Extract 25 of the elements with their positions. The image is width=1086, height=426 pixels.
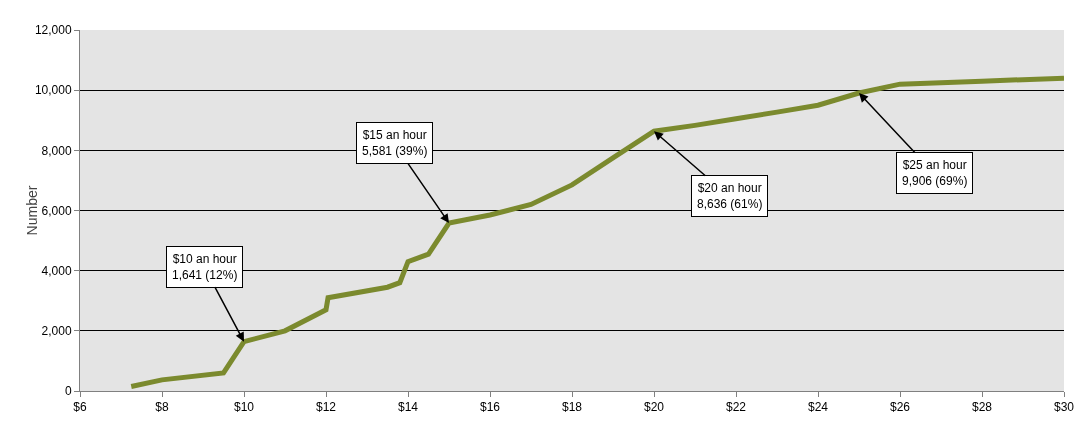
x-tick-label: $24: [807, 400, 829, 415]
x-tick-label: $12: [315, 400, 337, 415]
y-tick-label: 10,000: [34, 83, 72, 98]
x-tick-label: $16: [479, 400, 501, 415]
y-tick-label: 2,000: [41, 324, 72, 339]
x-tick-label: $14: [397, 400, 419, 415]
annotation: $15 an hour 5,581 (39%): [362, 128, 428, 158]
y-tick-label: 6,000: [41, 203, 72, 218]
x-tick-label: $28: [971, 400, 993, 415]
x-tick-label: $6: [73, 400, 87, 415]
x-tick-label: $10: [233, 400, 255, 415]
x-tick-label: $30: [1053, 400, 1075, 415]
x-tick-label: $20: [643, 400, 665, 415]
annotation: $20 an hour 8,636 (61%): [697, 181, 763, 211]
y-tick-label: 0: [64, 384, 72, 399]
y-axis-title: Number: [23, 185, 40, 236]
annotation: $10 an hour 1,641 (12%): [172, 252, 238, 282]
y-tick-label: 12,000: [34, 23, 72, 38]
x-tick-label: $8: [155, 400, 169, 415]
x-tick-label: $26: [889, 400, 911, 415]
x-tick-label: $22: [725, 400, 747, 415]
y-tick-label: 8,000: [41, 143, 72, 158]
annotation: $25 an hour 9,906 (69%): [902, 158, 968, 188]
x-tick-label: $18: [561, 400, 583, 415]
y-tick-label: 4,000: [41, 263, 72, 278]
